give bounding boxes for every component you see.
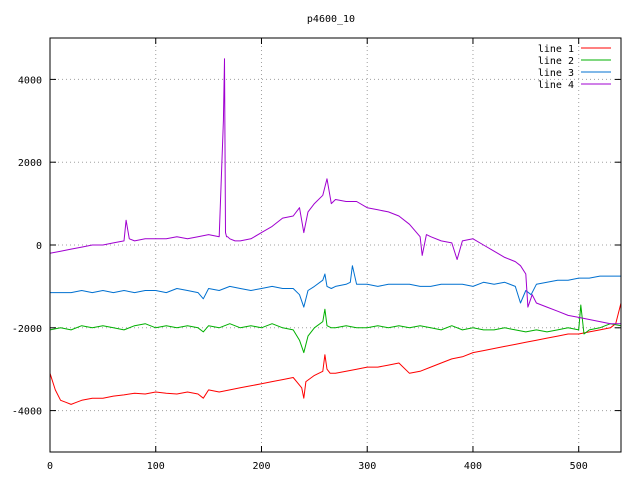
plot-frame: [49, 37, 622, 453]
series-line-4: [49, 58, 621, 325]
series-line-3: [50, 265, 621, 308]
legend-label: line 2: [538, 56, 574, 67]
series-line-1: [49, 302, 622, 405]
axis-ticks: 0 100 200 300 400 500 -4000 -2000 0 2000 4000: [12, 38, 621, 472]
x-tick-label: 500: [570, 461, 588, 472]
legend-label: line 3: [538, 68, 574, 79]
legend-label: line 1: [538, 44, 574, 55]
x-tick-label: 100: [147, 461, 165, 472]
x-tick-label: 300: [358, 461, 376, 472]
y-tick-label: -4000: [12, 407, 42, 418]
legend-label: line 4: [538, 80, 574, 91]
y-tick-label: -2000: [12, 324, 42, 335]
y-tick-label: 0: [36, 241, 42, 252]
x-tick-label: 200: [252, 461, 270, 472]
series-group: [49, 58, 622, 405]
series-line-2: [49, 304, 622, 354]
chart-title: p4600_10: [307, 14, 355, 25]
grid: [50, 38, 621, 452]
x-tick-label: 400: [464, 461, 482, 472]
y-tick-label: 2000: [18, 158, 42, 169]
y-tick-label: 4000: [18, 75, 42, 86]
x-tick-label: 0: [47, 461, 53, 472]
